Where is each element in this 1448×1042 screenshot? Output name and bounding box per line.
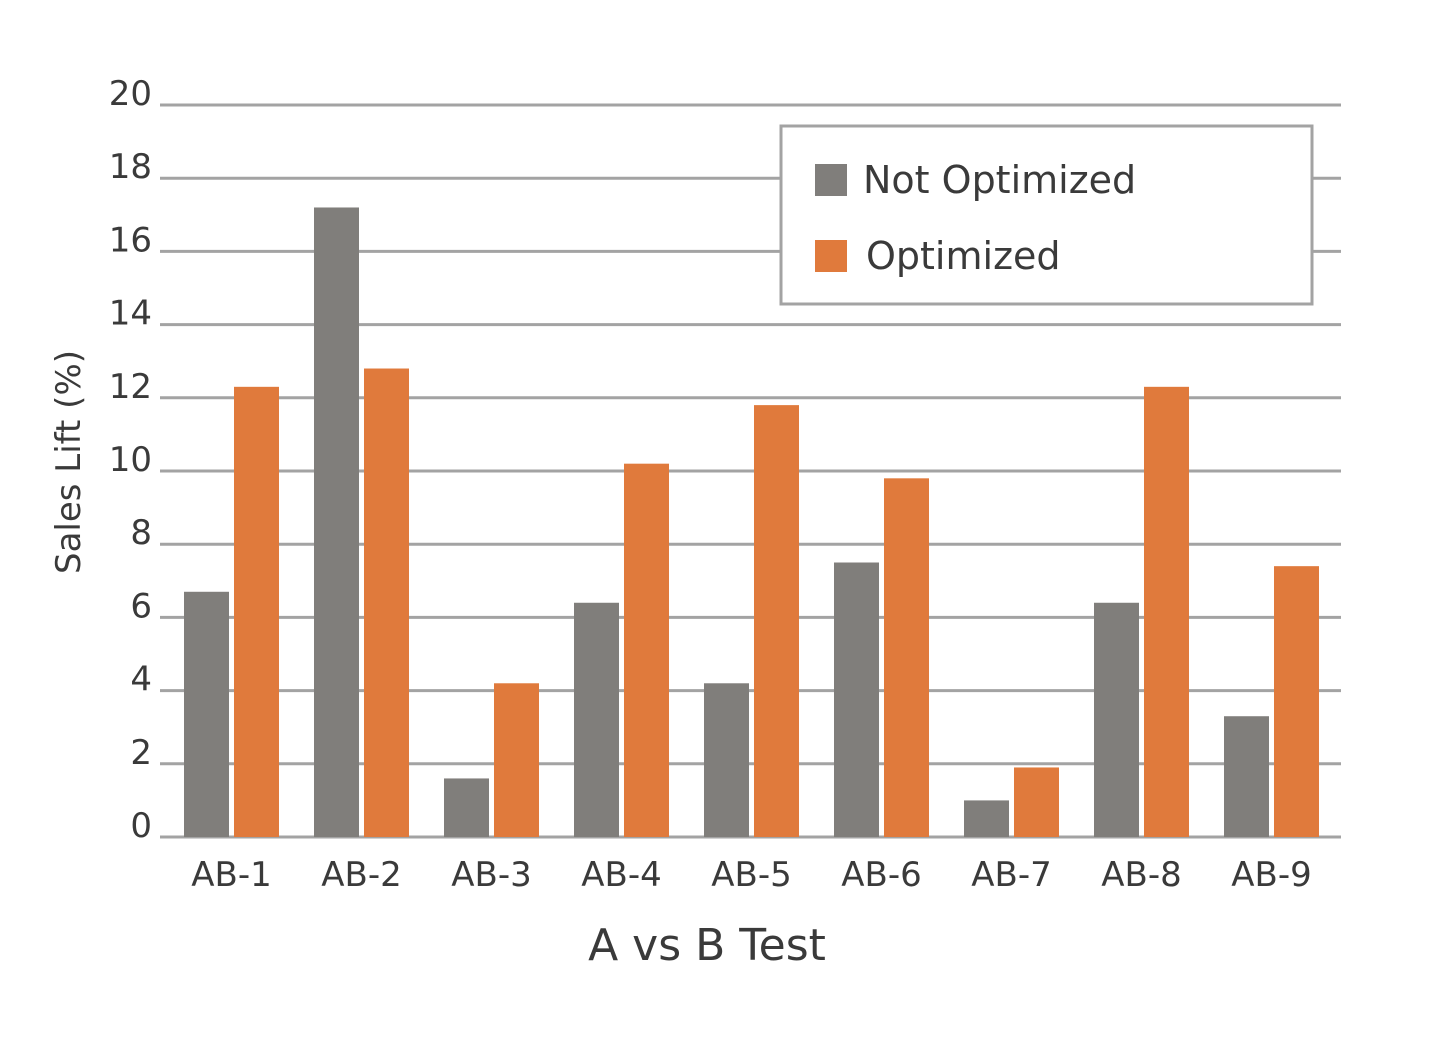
bar-ab-2-optimized xyxy=(364,368,409,837)
bar-ab-8-not-optimized xyxy=(1094,602,1139,837)
bar-ab-2-not-optimized xyxy=(314,207,359,838)
y-tick-label: 18 xyxy=(109,147,152,187)
legend-swatch-optimized xyxy=(815,240,847,272)
bar-ab-9-not-optimized xyxy=(1224,716,1269,837)
y-tick-label: 14 xyxy=(109,294,152,334)
y-tick-label: 4 xyxy=(130,660,152,700)
x-category-label: AB-8 xyxy=(1101,855,1181,895)
x-category-label: AB-1 xyxy=(191,855,271,895)
bar-ab-1-not-optimized xyxy=(184,591,229,837)
bar-ab-8-optimized xyxy=(1144,386,1189,837)
x-axis-title: A vs B Test xyxy=(588,920,826,971)
y-tick-label: 2 xyxy=(130,733,152,773)
bar-ab-9-optimized xyxy=(1274,566,1319,837)
x-category-label: AB-7 xyxy=(971,855,1051,895)
y-tick-label: 6 xyxy=(130,586,152,626)
y-tick-label: 0 xyxy=(130,806,152,846)
bar-ab-7-optimized xyxy=(1014,767,1059,837)
y-axis-title: Sales Lift (%) xyxy=(49,350,89,574)
y-tick-label: 8 xyxy=(130,513,152,553)
x-category-labels: AB-1 AB-2 AB-3 AB-4 AB-5 AB-6 AB-7 AB-8 AB-9 xyxy=(191,855,1311,895)
legend-swatch-not-optimized xyxy=(815,164,847,196)
x-category-label: AB-9 xyxy=(1231,855,1311,895)
x-category-label: AB-4 xyxy=(581,855,661,895)
bar-ab-3-optimized xyxy=(494,683,539,837)
bar-ab-4-optimized xyxy=(624,463,669,837)
legend-label-optimized: Optimized xyxy=(866,234,1061,278)
bars xyxy=(184,207,1319,838)
x-category-label: AB-5 xyxy=(711,855,791,895)
bar-ab-6-not-optimized xyxy=(834,562,879,837)
legend: Not Optimized Optimized xyxy=(779,124,1314,306)
x-category-label: AB-3 xyxy=(451,855,531,895)
x-category-label: AB-2 xyxy=(321,855,401,895)
y-tick-labels: 0 2 4 6 8 10 12 14 16 18 20 xyxy=(109,74,152,846)
y-tick-label: 16 xyxy=(109,220,152,260)
bar-ab-1-optimized xyxy=(234,386,279,837)
x-category-label: AB-6 xyxy=(841,855,921,895)
bar-ab-5-not-optimized xyxy=(704,683,749,837)
bar-ab-6-optimized xyxy=(884,478,929,837)
bar-ab-4-not-optimized xyxy=(574,602,619,837)
bar-ab-7-not-optimized xyxy=(964,800,1009,837)
legend-box xyxy=(779,124,1314,306)
y-tick-label: 20 xyxy=(109,74,152,114)
legend-label-not-optimized: Not Optimized xyxy=(863,158,1136,202)
bar-ab-5-optimized xyxy=(754,405,799,837)
bar-ab-3-not-optimized xyxy=(444,778,489,837)
y-tick-label: 10 xyxy=(109,440,152,480)
y-tick-label: 12 xyxy=(109,367,152,407)
